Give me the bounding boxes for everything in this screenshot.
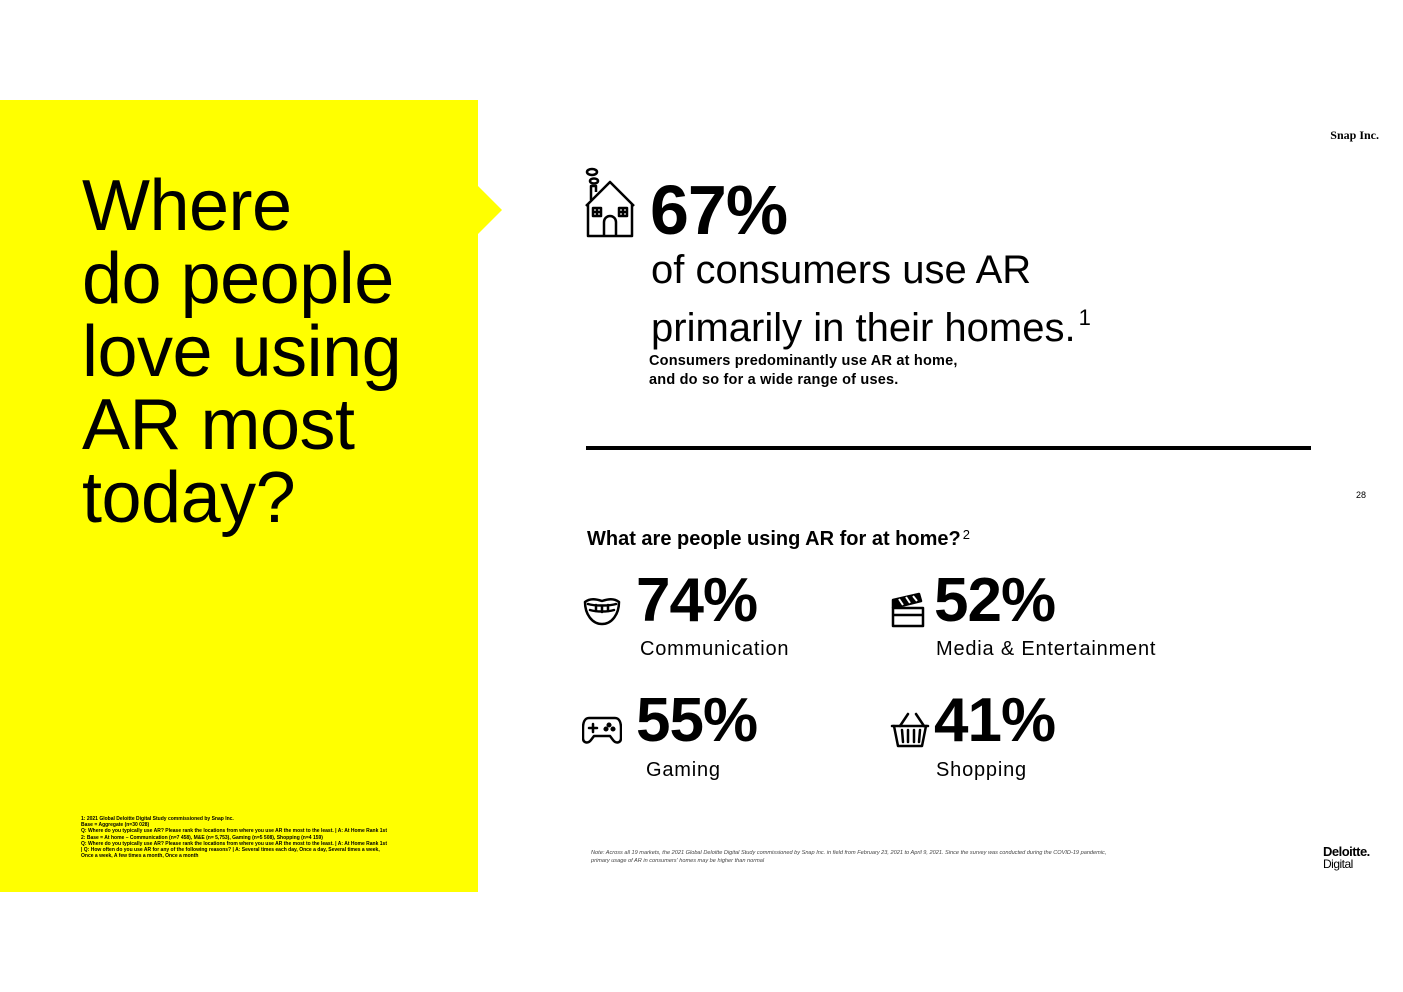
question-text: What are people using AR for at home?: [587, 528, 961, 550]
panel-arrow-notch: [478, 186, 502, 234]
deloitte-wordmark: Deloitte.: [1323, 844, 1370, 859]
use-label: Media & Entertainment: [936, 638, 1157, 660]
gamepad-icon: [582, 716, 622, 744]
use-label: Shopping: [936, 759, 1027, 781]
page-number: 28: [1356, 490, 1367, 500]
footnote-line: 2: Base = At home – Communication (n=7 4…: [81, 834, 323, 841]
top-stat-description: of consumers use AR primarily in their h…: [651, 246, 1171, 352]
footnote-line: Q: Where do you typically use AR? Please…: [81, 828, 388, 835]
divider: [586, 446, 1311, 450]
footnote-line: Base = Aggregate (n=30 028): [81, 822, 150, 829]
footnote-line: | Q: How often do you use AR for any of …: [81, 847, 380, 854]
use-value: 52%: [934, 566, 1056, 635]
shopping-basket-icon: [890, 712, 930, 748]
digital-wordmark: Digital: [1323, 857, 1353, 871]
yellow-panel: [0, 100, 478, 892]
subtext-line: and do so for a wide range of uses.: [649, 372, 899, 388]
deloitte-digital-logo: Deloitte. Digital: [1323, 844, 1370, 871]
smiling-mouth-icon: [583, 598, 621, 626]
subtext-line: Consumers predominantly use AR at home,: [649, 353, 958, 369]
note-line: primary usage of AR in consumers' homes …: [591, 858, 765, 864]
house-icon: [585, 167, 635, 238]
headline: Where do people love using AR most today…: [82, 166, 402, 538]
use-value: 41%: [934, 686, 1056, 755]
footnote-line: Q: Where do you typically use AR? Please…: [81, 840, 388, 847]
use-value: 74%: [636, 566, 758, 635]
snap-inc-logo: Snap Inc.: [1330, 128, 1379, 142]
top-stat-value: 67%: [650, 171, 788, 249]
use-value: 55%: [636, 686, 758, 755]
use-label: Communication: [640, 638, 790, 660]
clapperboard-icon: [891, 592, 925, 628]
footnote-ref: 1: [1078, 305, 1091, 330]
note-line: Note: Across all 19 markets, the 2021 Gl…: [591, 850, 1107, 856]
footnote-line: Once a week, A few times a month, Once a…: [81, 853, 199, 860]
use-label: Gaming: [646, 759, 721, 781]
survey-note: Note: Across all 19 markets, the 2021 Gl…: [591, 849, 1151, 865]
footnote-ref: 2: [962, 527, 970, 542]
top-stat-description-text: of consumers use AR primarily in their h…: [651, 248, 1076, 350]
footnote-line: 1: 2021 Global Deloitte Digital Study co…: [81, 816, 234, 822]
footnotes: 1: 2021 Global Deloitte Digital Study co…: [81, 816, 441, 859]
section-question: What are people using AR for at home? 2: [587, 527, 970, 551]
top-stat-subtext: Consumers predominantly use AR at home, …: [649, 352, 1049, 390]
